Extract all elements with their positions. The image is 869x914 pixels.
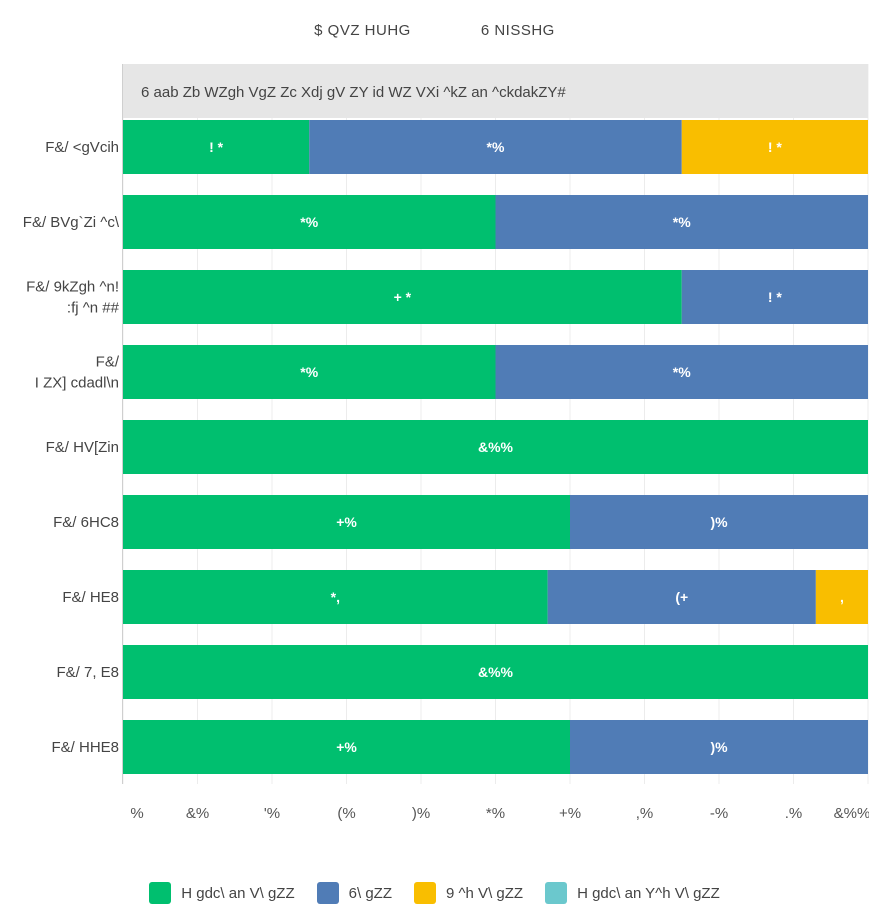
data-label: (+ (675, 589, 688, 605)
x-tick-label: ,% (636, 805, 654, 822)
bar-segment (681, 270, 868, 324)
bar-segment (495, 195, 868, 249)
data-label: ! * (768, 289, 783, 305)
category-label: :fj ^n ## (67, 300, 120, 317)
category-label: F&/ 9kZgh ^n! (26, 279, 119, 296)
bar-segment (123, 645, 868, 699)
legend-label: 9 ^h V\ gZZ (446, 884, 524, 902)
data-label: ! * (768, 139, 783, 155)
x-tick-label: (% (337, 805, 355, 822)
x-tick-label: )% (412, 805, 430, 822)
data-label: *, (331, 589, 340, 605)
category-label: F&/ (96, 354, 120, 371)
data-label: )% (710, 739, 728, 755)
data-label: +% (336, 514, 357, 530)
bar-segment (123, 195, 496, 249)
legend-item: 6\ gZZ (316, 882, 392, 904)
top-legend-label-2: 6 NISSHG (480, 22, 555, 39)
data-label: &%% (478, 439, 514, 455)
legend-swatch (414, 882, 436, 904)
bar-segment (123, 120, 310, 174)
stacked-bar-chart: 6 aab Zb WZgh VgZ Zc Xdj gV ZY id WZ VXi… (23, 64, 869, 822)
category-label: F&/ HV[Zin (46, 439, 119, 456)
category-label: F&/ 6HC8 (53, 514, 119, 531)
data-label: *% (300, 364, 318, 380)
bar-segment (570, 720, 868, 774)
legend-item: H gdc\ an Y^h V\ gZZ (545, 882, 720, 904)
bar-segment (815, 570, 868, 624)
category-label: F&/ BVg`Zi ^c\ (23, 214, 120, 231)
data-label: *% (300, 214, 318, 230)
x-tick-label: *% (486, 805, 505, 822)
top-legend-label-1: $ QVZ HUHG (314, 22, 411, 39)
bar-segment (547, 570, 816, 624)
legend-swatch (545, 882, 568, 904)
bar-segment (123, 420, 868, 474)
legend-swatch (149, 882, 172, 904)
data-label: &%% (478, 664, 514, 680)
chart-title: 6 aab Zb WZgh VgZ Zc Xdj gV ZY id WZ VXi… (141, 84, 566, 101)
data-label: *% (487, 139, 505, 155)
data-label: ! * (209, 139, 224, 155)
bar-segment (123, 270, 682, 324)
legend-label: H gdc\ an Y^h V\ gZZ (577, 884, 720, 902)
bar-segment (123, 495, 570, 549)
bar-segment (309, 120, 682, 174)
chart-legend: H gdc\ an V\ gZZ 6\ gZZ 9 ^h V\ gZZ H gdc\ … (0, 882, 869, 904)
legend-item: H gdc\ an V\ gZZ (149, 882, 295, 904)
chart-title-band (123, 64, 868, 118)
category-label: F&/ HHE8 (51, 739, 119, 756)
legend-item: 9 ^h V\ gZZ (414, 882, 523, 904)
data-label: )% (710, 514, 728, 530)
legend-label: H gdc\ an V\ gZZ (181, 884, 295, 902)
data-label: + * (394, 289, 412, 305)
x-tick-label: % (130, 805, 143, 822)
category-label: F&/ HE8 (62, 589, 119, 606)
x-tick-label: .% (785, 805, 803, 822)
category-label: F&/ 7, E8 (56, 664, 119, 681)
bar-segment (681, 120, 868, 174)
data-label: *% (673, 214, 691, 230)
data-label: , (840, 589, 844, 605)
x-tick-label: &% (186, 805, 209, 822)
top-legend: $ QVZ HUHG 6 NISSHG (0, 22, 869, 39)
bar-segment (570, 495, 868, 549)
category-label: F&/ <gVcih (45, 139, 119, 156)
bar-segment (495, 345, 868, 399)
bar-segment (123, 570, 548, 624)
x-tick-label: '% (264, 805, 280, 822)
x-tick-label: +% (559, 805, 581, 822)
x-tick-label: &%% (834, 805, 869, 822)
legend-swatch (316, 882, 339, 904)
category-label: I ZX] cdadl\n (35, 375, 119, 392)
data-label: +% (336, 739, 357, 755)
legend-label: 6\ gZZ (348, 884, 392, 902)
bar-segment (123, 720, 570, 774)
data-label: *% (673, 364, 691, 380)
x-tick-label: -% (710, 805, 728, 822)
bar-segment (123, 345, 496, 399)
